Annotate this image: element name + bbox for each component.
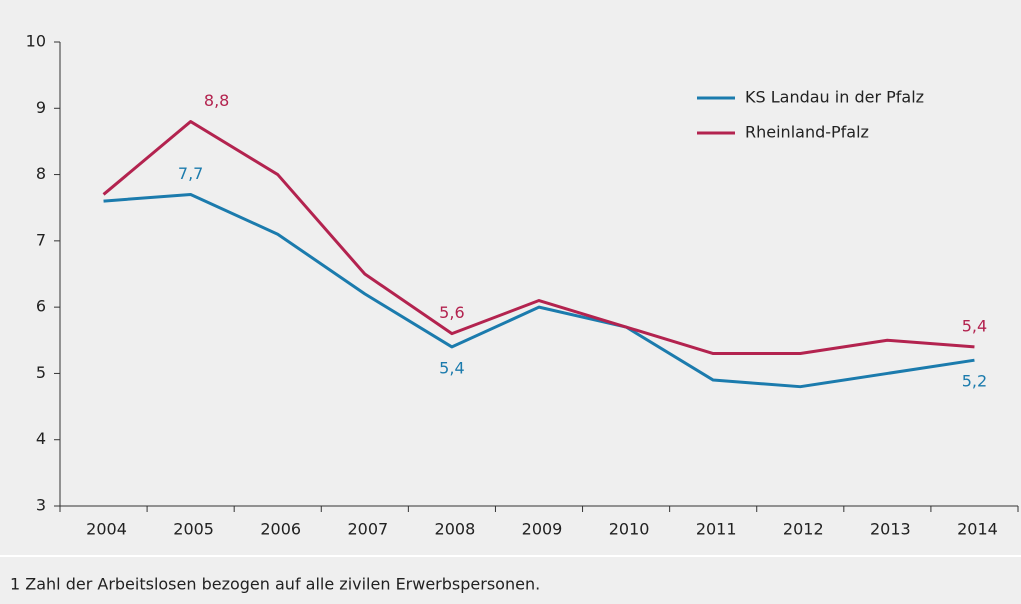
y-tick-label: 3 (36, 496, 46, 515)
legend-label: KS Landau in der Pfalz (745, 88, 924, 107)
x-tick-label: 2005 (173, 520, 214, 539)
y-tick-label: 9 (36, 98, 46, 117)
x-tick-label: 2013 (870, 520, 911, 539)
y-tick-label: 7 (36, 230, 46, 249)
x-tick-label: 2012 (783, 520, 824, 539)
data-label: 5,4 (439, 358, 464, 377)
legend-label: Rheinland-Pfalz (745, 123, 869, 142)
data-label: 5,6 (439, 303, 464, 322)
y-tick-label: 4 (36, 429, 46, 448)
data-label: 8,8 (204, 91, 229, 110)
x-tick-label: 2009 (522, 520, 563, 539)
series-line (103, 192, 975, 389)
x-tick-label: 2011 (696, 520, 737, 539)
y-tick-label: 6 (36, 297, 46, 316)
footnote: 1 Zahl der Arbeitslosen bezogen auf alle… (10, 575, 540, 594)
y-tick-label: 10 (26, 32, 46, 51)
x-tick-label: 2008 (435, 520, 476, 539)
x-tick-label: 2006 (260, 520, 301, 539)
series-line (102, 120, 975, 356)
x-tick-label: 2004 (86, 520, 127, 539)
x-tick-label: 2014 (957, 520, 998, 539)
data-label: 5,2 (962, 372, 987, 391)
data-label: 5,4 (962, 316, 987, 335)
y-tick-label: 8 (36, 164, 46, 183)
y-tick-label: 5 (36, 363, 46, 382)
data-label: 7,7 (178, 164, 203, 183)
x-tick-label: 2010 (609, 520, 650, 539)
x-tick-label: 2007 (347, 520, 388, 539)
